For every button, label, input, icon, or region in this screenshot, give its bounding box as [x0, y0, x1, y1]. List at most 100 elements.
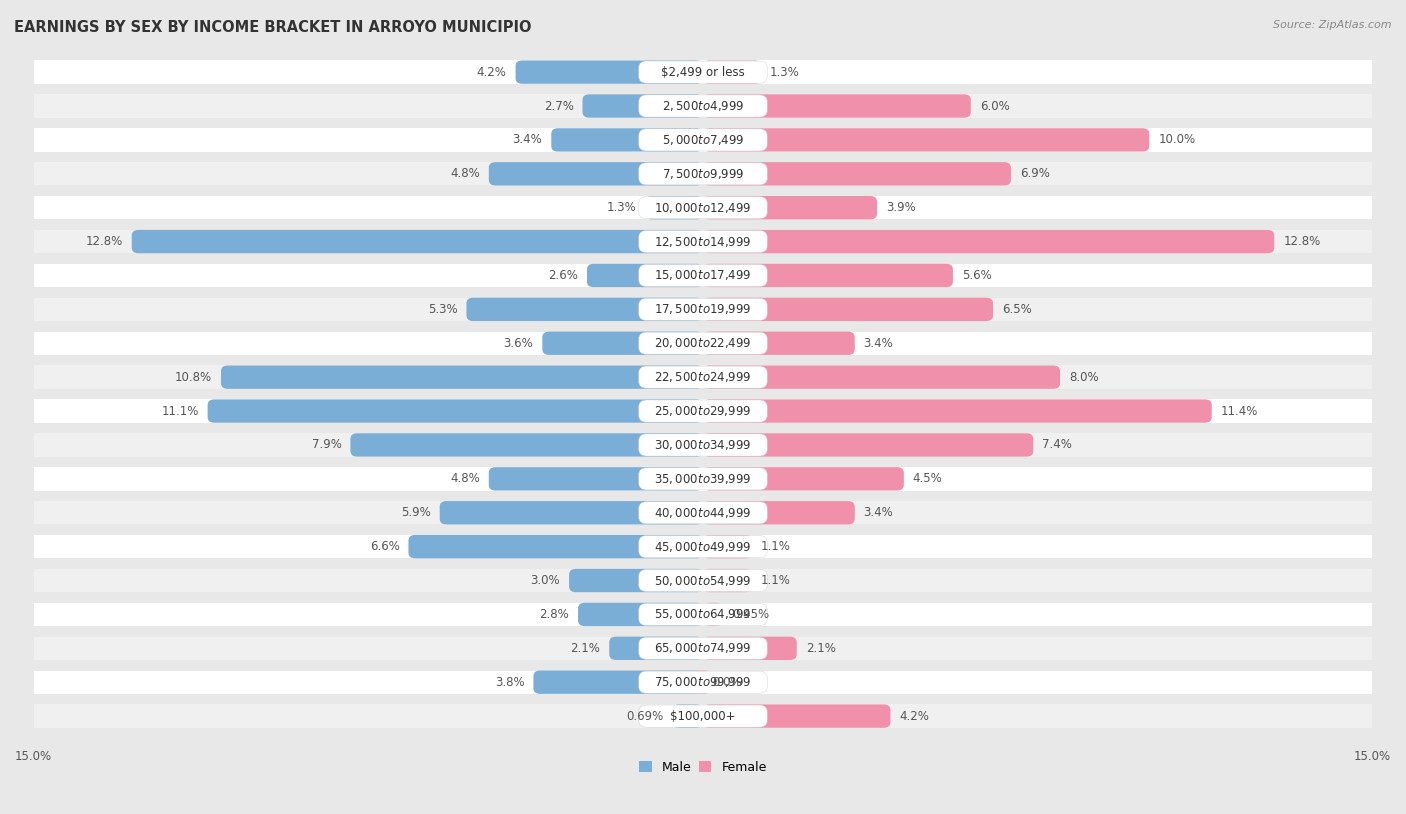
FancyBboxPatch shape [638, 265, 768, 287]
FancyBboxPatch shape [638, 501, 768, 524]
Text: $30,000 to $34,999: $30,000 to $34,999 [654, 438, 752, 452]
Text: $10,000 to $12,499: $10,000 to $12,499 [654, 201, 752, 215]
Text: 0.69%: 0.69% [626, 710, 664, 723]
FancyBboxPatch shape [467, 298, 703, 321]
FancyBboxPatch shape [221, 365, 703, 389]
FancyBboxPatch shape [645, 196, 703, 219]
Text: 6.0%: 6.0% [980, 99, 1010, 112]
FancyBboxPatch shape [533, 671, 703, 694]
FancyBboxPatch shape [34, 264, 1372, 287]
FancyBboxPatch shape [638, 61, 768, 83]
FancyBboxPatch shape [703, 230, 1274, 253]
FancyBboxPatch shape [34, 230, 1372, 253]
FancyBboxPatch shape [703, 501, 855, 524]
Text: 3.6%: 3.6% [503, 337, 533, 350]
FancyBboxPatch shape [703, 467, 904, 491]
Text: 4.2%: 4.2% [900, 710, 929, 723]
Text: $65,000 to $74,999: $65,000 to $74,999 [654, 641, 752, 655]
FancyBboxPatch shape [409, 535, 703, 558]
Text: 3.4%: 3.4% [863, 506, 893, 519]
Text: 4.8%: 4.8% [450, 472, 479, 485]
FancyBboxPatch shape [638, 434, 768, 456]
FancyBboxPatch shape [132, 230, 703, 253]
Text: 11.1%: 11.1% [162, 405, 198, 418]
FancyBboxPatch shape [34, 704, 1372, 728]
Text: 7.9%: 7.9% [312, 439, 342, 452]
FancyBboxPatch shape [638, 468, 768, 490]
Text: 3.4%: 3.4% [513, 133, 543, 147]
FancyBboxPatch shape [703, 365, 1060, 389]
Text: EARNINGS BY SEX BY INCOME BRACKET IN ARROYO MUNICIPIO: EARNINGS BY SEX BY INCOME BRACKET IN ARR… [14, 20, 531, 35]
FancyBboxPatch shape [696, 671, 710, 694]
FancyBboxPatch shape [703, 196, 877, 219]
FancyBboxPatch shape [703, 704, 890, 728]
Text: 2.1%: 2.1% [806, 641, 835, 654]
Text: 0.45%: 0.45% [733, 608, 769, 621]
FancyBboxPatch shape [208, 400, 703, 422]
Text: 6.6%: 6.6% [370, 540, 399, 554]
Text: $17,500 to $19,999: $17,500 to $19,999 [654, 302, 752, 317]
Text: 1.3%: 1.3% [606, 201, 636, 214]
FancyBboxPatch shape [638, 637, 768, 659]
FancyBboxPatch shape [34, 637, 1372, 660]
FancyBboxPatch shape [703, 162, 1011, 186]
FancyBboxPatch shape [638, 671, 768, 694]
FancyBboxPatch shape [34, 60, 1372, 84]
Text: $45,000 to $49,999: $45,000 to $49,999 [654, 540, 752, 554]
FancyBboxPatch shape [672, 704, 703, 728]
Text: 10.8%: 10.8% [174, 370, 212, 383]
Text: $7,500 to $9,999: $7,500 to $9,999 [662, 167, 744, 181]
FancyBboxPatch shape [34, 196, 1372, 219]
FancyBboxPatch shape [516, 60, 703, 84]
Text: 4.5%: 4.5% [912, 472, 942, 485]
FancyBboxPatch shape [703, 400, 1212, 422]
FancyBboxPatch shape [703, 433, 1033, 457]
Text: 2.1%: 2.1% [571, 641, 600, 654]
Text: 11.4%: 11.4% [1220, 405, 1258, 418]
Text: 3.0%: 3.0% [530, 574, 560, 587]
Text: 6.9%: 6.9% [1019, 168, 1050, 180]
FancyBboxPatch shape [551, 129, 703, 151]
FancyBboxPatch shape [34, 535, 1372, 558]
Text: 4.8%: 4.8% [450, 168, 479, 180]
FancyBboxPatch shape [638, 163, 768, 185]
FancyBboxPatch shape [703, 94, 970, 118]
Text: 5.9%: 5.9% [401, 506, 430, 519]
FancyBboxPatch shape [34, 602, 1372, 626]
Text: 5.3%: 5.3% [427, 303, 457, 316]
FancyBboxPatch shape [440, 501, 703, 524]
Text: 1.3%: 1.3% [770, 66, 800, 79]
FancyBboxPatch shape [34, 569, 1372, 593]
Text: 5.6%: 5.6% [962, 269, 991, 282]
Text: 3.9%: 3.9% [886, 201, 915, 214]
Text: 10.0%: 10.0% [1159, 133, 1195, 147]
Text: 2.8%: 2.8% [540, 608, 569, 621]
FancyBboxPatch shape [638, 400, 768, 422]
Text: $100,000+: $100,000+ [671, 710, 735, 723]
Text: 1.1%: 1.1% [761, 574, 792, 587]
FancyBboxPatch shape [34, 400, 1372, 422]
FancyBboxPatch shape [489, 162, 703, 186]
FancyBboxPatch shape [350, 433, 703, 457]
FancyBboxPatch shape [489, 467, 703, 491]
Text: $20,000 to $22,499: $20,000 to $22,499 [654, 336, 752, 350]
FancyBboxPatch shape [638, 230, 768, 252]
FancyBboxPatch shape [703, 264, 953, 287]
FancyBboxPatch shape [586, 264, 703, 287]
Text: $55,000 to $64,999: $55,000 to $64,999 [654, 607, 752, 621]
FancyBboxPatch shape [638, 705, 768, 727]
Text: 12.8%: 12.8% [1284, 235, 1320, 248]
FancyBboxPatch shape [34, 129, 1372, 151]
Text: 2.6%: 2.6% [548, 269, 578, 282]
FancyBboxPatch shape [638, 129, 768, 151]
Text: 4.2%: 4.2% [477, 66, 506, 79]
FancyBboxPatch shape [703, 331, 855, 355]
Text: 1.1%: 1.1% [761, 540, 792, 554]
FancyBboxPatch shape [569, 569, 703, 593]
FancyBboxPatch shape [34, 671, 1372, 694]
FancyBboxPatch shape [703, 298, 993, 321]
FancyBboxPatch shape [34, 298, 1372, 321]
FancyBboxPatch shape [578, 602, 703, 626]
FancyBboxPatch shape [638, 197, 768, 219]
FancyBboxPatch shape [638, 366, 768, 388]
